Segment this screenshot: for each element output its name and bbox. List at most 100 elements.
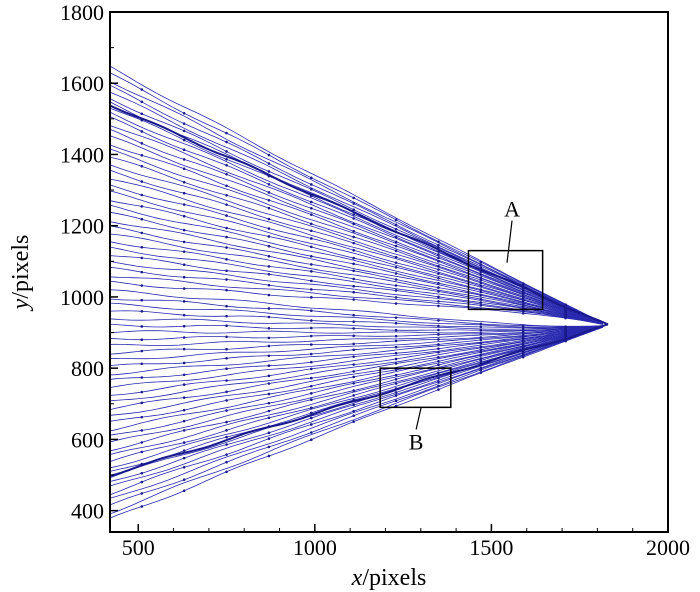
arrow-marker	[310, 270, 313, 273]
arrow-marker	[310, 237, 313, 240]
arrow-marker	[394, 218, 398, 222]
arrow-marker	[310, 431, 313, 434]
arrow-marker	[479, 304, 483, 307]
streamline	[109, 72, 603, 324]
streamline	[109, 65, 603, 324]
arrow-marker	[225, 420, 228, 424]
arrow-marker	[267, 265, 271, 268]
streamline	[109, 326, 603, 482]
arrow-marker	[140, 180, 144, 183]
y-tick-label: 1400	[60, 142, 104, 167]
arrow-marker	[352, 290, 355, 294]
arrow-marker	[267, 227, 271, 230]
arrow-marker	[140, 130, 144, 133]
streamline	[109, 326, 603, 422]
arrow-marker	[394, 249, 398, 253]
arrow-marker	[352, 382, 355, 385]
arrow-marker	[225, 172, 228, 176]
arrow-marker	[310, 222, 313, 226]
arrow-marker	[182, 167, 186, 171]
arrow-marker	[140, 401, 144, 405]
arrow-marker	[521, 328, 525, 332]
arrow-marker	[479, 336, 483, 339]
x-tick-label: 1500	[469, 535, 513, 560]
annotation-box-a	[467, 249, 544, 311]
arrow-marker	[394, 230, 398, 234]
arrow-marker	[267, 153, 271, 157]
arrow-marker	[310, 423, 313, 426]
arrow-marker	[479, 281, 483, 285]
arrow-marker	[182, 300, 186, 303]
arrow-marker	[437, 281, 440, 285]
arrow-marker	[394, 391, 398, 394]
arrow-marker	[182, 347, 186, 351]
arrow-marker	[479, 353, 483, 357]
arrow-marker	[479, 276, 483, 280]
arrow-marker	[310, 296, 313, 299]
streamline	[109, 326, 603, 396]
arrow-marker	[479, 350, 483, 354]
arrow-marker	[140, 349, 144, 353]
streamline	[109, 156, 603, 324]
annotation-box-b	[379, 367, 452, 409]
arrow-marker	[267, 254, 271, 258]
arrow-marker	[182, 324, 186, 328]
arrow-marker	[352, 269, 355, 273]
arrow-marker	[140, 246, 144, 249]
arrow-marker	[225, 335, 228, 339]
arrow-marker	[225, 470, 228, 474]
arrow-marker	[352, 398, 355, 402]
arrow-marker	[479, 268, 483, 272]
arrow-marker	[182, 287, 186, 290]
annotation-leader	[506, 220, 513, 263]
arrow-marker	[437, 286, 440, 289]
arrow-marker	[437, 338, 440, 341]
arrow-marker	[521, 342, 525, 346]
streamline	[109, 190, 603, 325]
arrow-marker	[437, 246, 440, 249]
streamline	[109, 326, 603, 496]
arrow-marker	[310, 263, 313, 266]
arrow-marker	[352, 414, 355, 417]
arrow-marker	[352, 213, 355, 216]
arrow-marker	[310, 254, 313, 258]
arrow-marker	[140, 415, 144, 419]
arrow-marker	[225, 278, 228, 281]
arrow-marker	[267, 191, 271, 194]
y-tick-label: 800	[71, 356, 104, 381]
arrow-marker	[394, 296, 398, 299]
arrow-marker	[182, 214, 186, 218]
arrow-marker	[267, 326, 271, 330]
arrow-marker	[521, 355, 525, 359]
arrow-marker	[267, 364, 271, 368]
y-axis-title: y/pixels	[8, 235, 34, 312]
arrow-marker	[140, 118, 144, 122]
arrow-marker	[352, 409, 355, 413]
arrow-marker	[310, 200, 313, 204]
y-tick-label: 600	[71, 427, 104, 452]
arrow-marker	[140, 231, 144, 235]
arrow-marker	[182, 429, 186, 432]
arrow-marker	[521, 297, 525, 301]
arrow-marker	[394, 284, 398, 287]
streamline	[109, 326, 603, 432]
arrow-marker	[310, 334, 313, 338]
arrow-marker	[479, 341, 483, 345]
arrow-marker	[479, 332, 483, 336]
arrow-marker	[140, 505, 144, 508]
streamline	[109, 310, 603, 329]
arrow-marker	[437, 268, 440, 271]
arrow-marker	[182, 478, 186, 482]
annotation-label: A	[504, 197, 520, 222]
lower-separation-line	[109, 323, 609, 477]
x-tick-label: 500	[122, 535, 155, 560]
arrow-marker	[437, 376, 440, 380]
arrow-marker	[394, 316, 398, 319]
arrow-marker	[225, 409, 228, 412]
arrow-marker	[225, 140, 228, 144]
arrow-marker	[140, 256, 144, 260]
arrow-marker	[267, 445, 271, 449]
streamline	[109, 326, 603, 452]
arrow-marker	[479, 357, 483, 360]
arrow-marker	[521, 305, 525, 309]
